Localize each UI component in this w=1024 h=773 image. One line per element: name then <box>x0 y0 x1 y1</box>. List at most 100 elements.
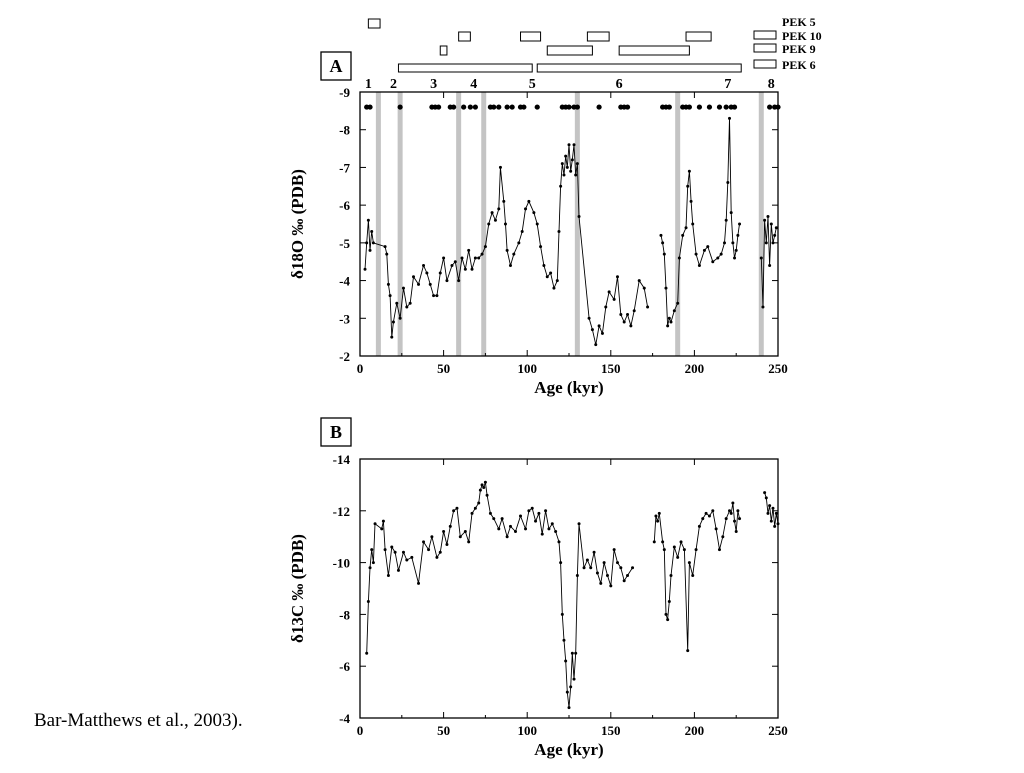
data-point <box>422 263 426 267</box>
core-span-box <box>458 31 471 42</box>
data-point <box>527 509 531 513</box>
data-point <box>731 241 735 245</box>
x-tick-label: 150 <box>601 361 621 376</box>
data-point <box>482 485 486 489</box>
data-point <box>438 271 442 275</box>
data-point <box>477 501 481 505</box>
dated-sample-point <box>367 104 373 110</box>
data-point <box>564 659 568 663</box>
data-point <box>572 143 576 147</box>
data-point <box>761 305 765 309</box>
legend-swatch <box>753 30 777 40</box>
data-point <box>682 548 686 552</box>
data-point <box>405 558 409 562</box>
data-point <box>595 571 599 575</box>
data-point <box>707 514 711 518</box>
data-point <box>575 574 579 578</box>
legend-swatch <box>753 59 777 69</box>
data-point <box>463 267 467 271</box>
data-point <box>605 574 609 578</box>
data-point <box>428 282 432 286</box>
core-span-box <box>618 45 690 56</box>
data-point <box>480 252 484 256</box>
data-point <box>759 256 763 260</box>
data-point <box>560 162 564 166</box>
data-point <box>615 561 619 565</box>
data-point <box>398 316 402 320</box>
data-point <box>508 524 512 528</box>
data-point <box>724 218 728 222</box>
citation-text: Bar-Matthews et al., 2003). <box>34 710 243 731</box>
data-point <box>552 286 556 290</box>
data-point <box>425 271 429 275</box>
data-point <box>463 530 467 534</box>
data-point <box>381 519 385 523</box>
data-point <box>766 214 770 218</box>
data-point <box>442 256 446 260</box>
data-point <box>477 256 481 260</box>
data-point <box>577 522 581 526</box>
x-tick-label: 0 <box>357 723 364 738</box>
data-point <box>527 199 531 203</box>
dated-sample-point <box>534 104 540 110</box>
data-point <box>503 222 507 226</box>
data-point <box>677 256 681 260</box>
data-point <box>661 241 665 245</box>
data-point <box>508 263 512 267</box>
data-point <box>565 165 569 169</box>
core-span-box <box>546 45 593 56</box>
data-point <box>642 286 646 290</box>
legend-entry: PEK 9 <box>782 42 816 56</box>
y-tick-label: -5 <box>339 236 350 251</box>
data-point <box>771 506 775 510</box>
dated-sample-point <box>723 104 729 110</box>
data-point <box>599 581 603 585</box>
isotope-stage-label: 2 <box>390 77 397 92</box>
data-point <box>726 181 730 185</box>
data-point <box>717 548 721 552</box>
data-point <box>615 275 619 279</box>
data-point <box>729 211 733 215</box>
data-point <box>607 290 611 294</box>
y-tick-label: -4 <box>339 274 350 289</box>
legend-entry: PEK 5 <box>782 15 816 29</box>
dated-sample-point <box>491 104 497 110</box>
data-point <box>487 222 491 226</box>
x-tick-label: 250 <box>768 361 788 376</box>
x-tick-label: 0 <box>357 361 364 376</box>
data-point <box>734 530 738 534</box>
data-point <box>564 154 568 158</box>
data-point <box>681 233 685 237</box>
data-point <box>771 241 775 245</box>
dated-sample-point <box>624 104 631 110</box>
data-point <box>661 540 665 544</box>
data-point <box>592 550 596 554</box>
data-point <box>711 260 715 264</box>
data-point <box>490 211 494 215</box>
dated-sample-point <box>461 104 467 110</box>
data-point <box>383 245 387 249</box>
data-point <box>390 335 394 339</box>
data-point <box>432 294 436 298</box>
data-point <box>582 566 586 570</box>
dated-sample-point <box>521 104 527 110</box>
x-axis-title: Age (kyr) <box>534 740 603 759</box>
data-point <box>679 540 683 544</box>
data-point <box>689 199 693 203</box>
data-point <box>480 483 484 487</box>
data-point <box>473 256 477 260</box>
data-point <box>445 542 449 546</box>
data-point <box>520 230 524 234</box>
data-point <box>738 222 742 226</box>
stage-boundary-band <box>397 92 403 356</box>
data-point <box>562 638 566 642</box>
y-tick-label: -12 <box>333 504 350 519</box>
dated-sample-point <box>472 104 478 110</box>
data-point <box>417 581 421 585</box>
data-point <box>764 241 768 245</box>
data-point <box>724 517 728 521</box>
data-point <box>370 548 374 552</box>
data-point <box>768 263 772 267</box>
data-point <box>631 566 635 570</box>
